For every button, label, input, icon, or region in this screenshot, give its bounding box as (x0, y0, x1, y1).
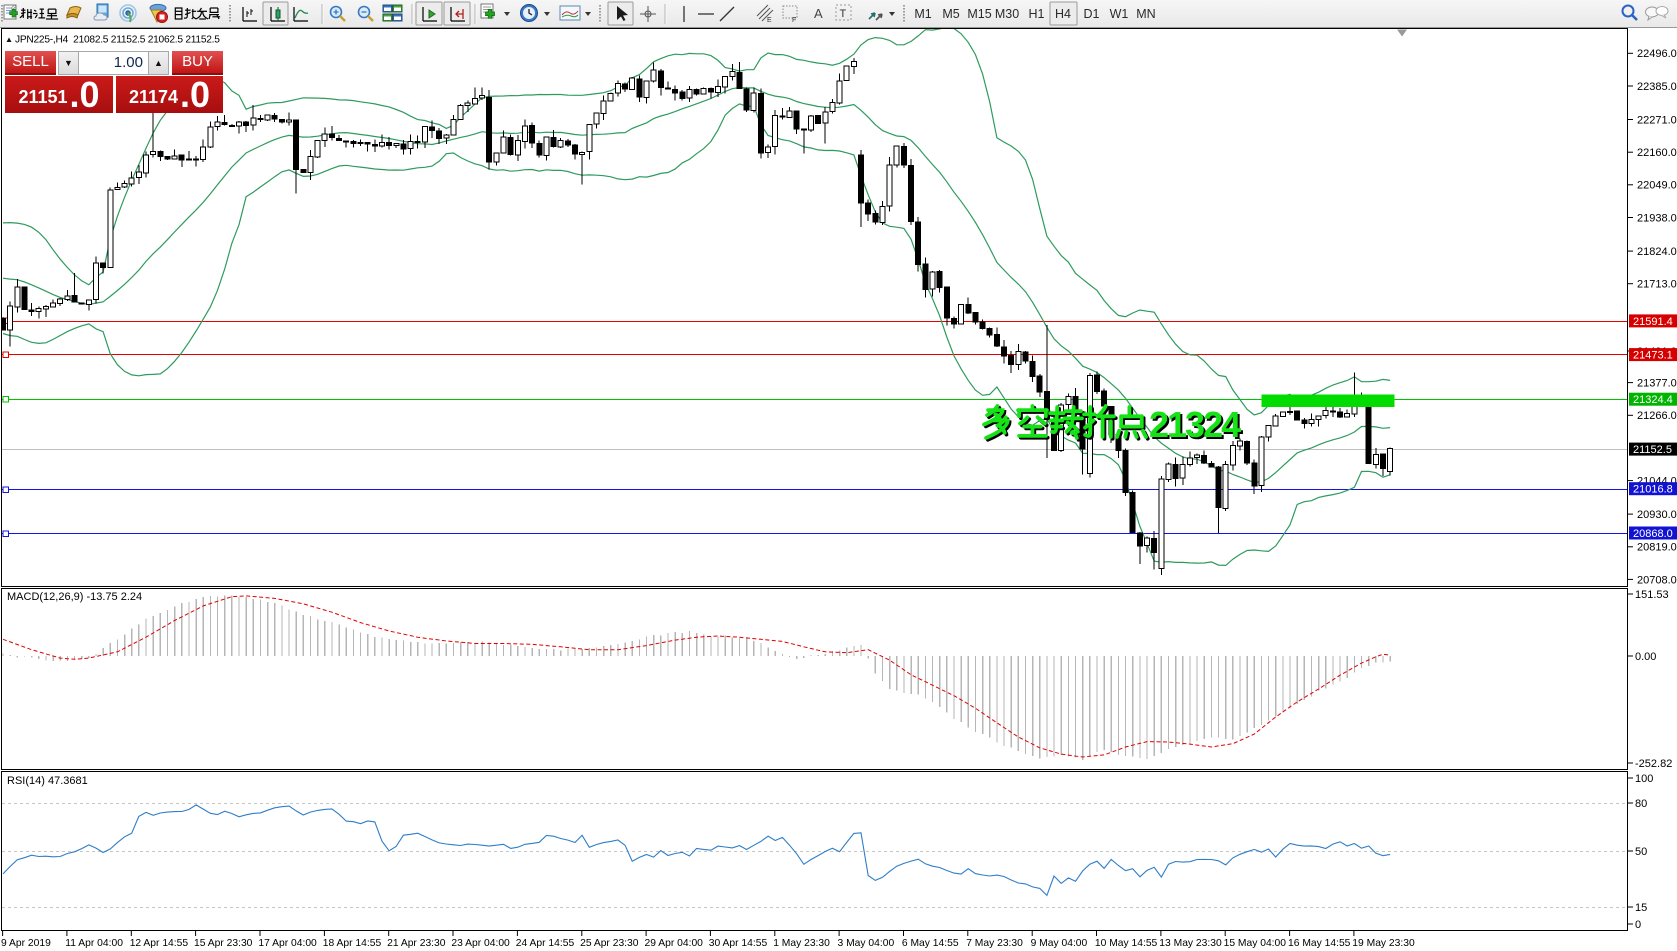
svg-text:30 Apr 14:55: 30 Apr 14:55 (709, 938, 768, 949)
svg-text:22049.0: 22049.0 (1637, 180, 1677, 192)
svg-text:17 Apr 04:00: 17 Apr 04:00 (258, 938, 317, 949)
svg-text:21324.4: 21324.4 (1633, 394, 1673, 406)
svg-text:-252.82: -252.82 (1635, 758, 1672, 770)
svg-text:M15: M15 (967, 7, 991, 21)
svg-text:15 May 04:00: 15 May 04:00 (1224, 938, 1287, 949)
svg-text:13 May 23:30: 13 May 23:30 (1159, 938, 1222, 949)
svg-text:MN: MN (1136, 7, 1155, 21)
svg-text:6 May 14:55: 6 May 14:55 (902, 938, 959, 949)
svg-text:M30: M30 (995, 7, 1019, 21)
svg-text:22496.0: 22496.0 (1637, 48, 1677, 60)
svg-text:16 May 14:55: 16 May 14:55 (1288, 938, 1351, 949)
svg-text:20868.0: 20868.0 (1633, 528, 1673, 540)
svg-text:21938.0: 21938.0 (1637, 212, 1677, 224)
svg-text:MACD(12,26,9) -13.75 2.24: MACD(12,26,9) -13.75 2.24 (7, 591, 142, 603)
svg-text:18 Apr 14:55: 18 Apr 14:55 (323, 938, 382, 949)
svg-text:21324: 21324 (1149, 404, 1241, 445)
svg-text:RSI(14) 47.3681: RSI(14) 47.3681 (7, 775, 88, 787)
svg-text:22160.0: 22160.0 (1637, 147, 1677, 159)
svg-text:1 May 23:30: 1 May 23:30 (773, 938, 830, 949)
svg-text:29 Apr 04:00: 29 Apr 04:00 (645, 938, 704, 949)
svg-text:7 May 23:30: 7 May 23:30 (966, 938, 1023, 949)
svg-text:A: A (814, 6, 823, 21)
svg-text:15: 15 (1635, 902, 1647, 914)
svg-text:21473.1: 21473.1 (1633, 350, 1673, 362)
svg-text:151.53: 151.53 (1635, 589, 1669, 601)
svg-text:H1: H1 (1029, 7, 1045, 21)
svg-text:15 Apr 23:30: 15 Apr 23:30 (194, 938, 253, 949)
svg-text:24 Apr 14:55: 24 Apr 14:55 (516, 938, 575, 949)
svg-text:23 Apr 04:00: 23 Apr 04:00 (451, 938, 510, 949)
svg-text:11 Apr 04:00: 11 Apr 04:00 (65, 938, 123, 949)
svg-text:M1: M1 (914, 7, 931, 21)
svg-text:21152.5: 21152.5 (1633, 444, 1672, 456)
svg-text:E: E (767, 17, 772, 24)
svg-text:20819.0: 20819.0 (1637, 542, 1677, 554)
svg-text:H4: H4 (1055, 7, 1071, 21)
svg-text:20708.0: 20708.0 (1637, 574, 1677, 586)
svg-text:100: 100 (1635, 773, 1653, 785)
svg-text:21377.0: 21377.0 (1637, 378, 1677, 390)
svg-text:9 Apr 2019: 9 Apr 2019 (1, 938, 51, 949)
svg-text:0: 0 (1635, 919, 1641, 931)
svg-text:W1: W1 (1110, 7, 1129, 21)
svg-text:3 May 04:00: 3 May 04:00 (838, 938, 895, 949)
svg-text:21 Apr 23:30: 21 Apr 23:30 (387, 938, 446, 949)
svg-text:21824.0: 21824.0 (1637, 246, 1677, 258)
svg-text:80: 80 (1635, 798, 1647, 810)
svg-text:F: F (792, 17, 796, 24)
svg-text:M5: M5 (942, 7, 959, 21)
svg-text:T: T (840, 8, 847, 20)
svg-text:20930.0: 20930.0 (1637, 509, 1677, 521)
svg-text:21016.8: 21016.8 (1633, 484, 1673, 496)
svg-text:21266.0: 21266.0 (1637, 410, 1677, 422)
svg-text:9 May 04:00: 9 May 04:00 (1031, 938, 1088, 949)
svg-text:12 Apr 14:55: 12 Apr 14:55 (130, 938, 189, 949)
svg-text:JPN225-,H4 21082.5 21152.5 21: JPN225-,H4 21082.5 21152.5 21062.5 21152… (15, 35, 220, 46)
svg-text:50: 50 (1635, 846, 1647, 858)
svg-text:19 May 23:30: 19 May 23:30 (1352, 938, 1415, 949)
svg-text:21591.4: 21591.4 (1633, 316, 1673, 328)
svg-text:0.00: 0.00 (1635, 651, 1656, 663)
svg-text:10 May 14:55: 10 May 14:55 (1095, 938, 1158, 949)
svg-text:22385.0: 22385.0 (1637, 81, 1677, 93)
svg-text:22271.0: 22271.0 (1637, 114, 1677, 126)
svg-text:D1: D1 (1084, 7, 1100, 21)
svg-text:21713.0: 21713.0 (1637, 279, 1677, 291)
svg-text:21324: 21324 (1151, 406, 1243, 447)
svg-text:25 Apr 23:30: 25 Apr 23:30 (580, 938, 639, 949)
